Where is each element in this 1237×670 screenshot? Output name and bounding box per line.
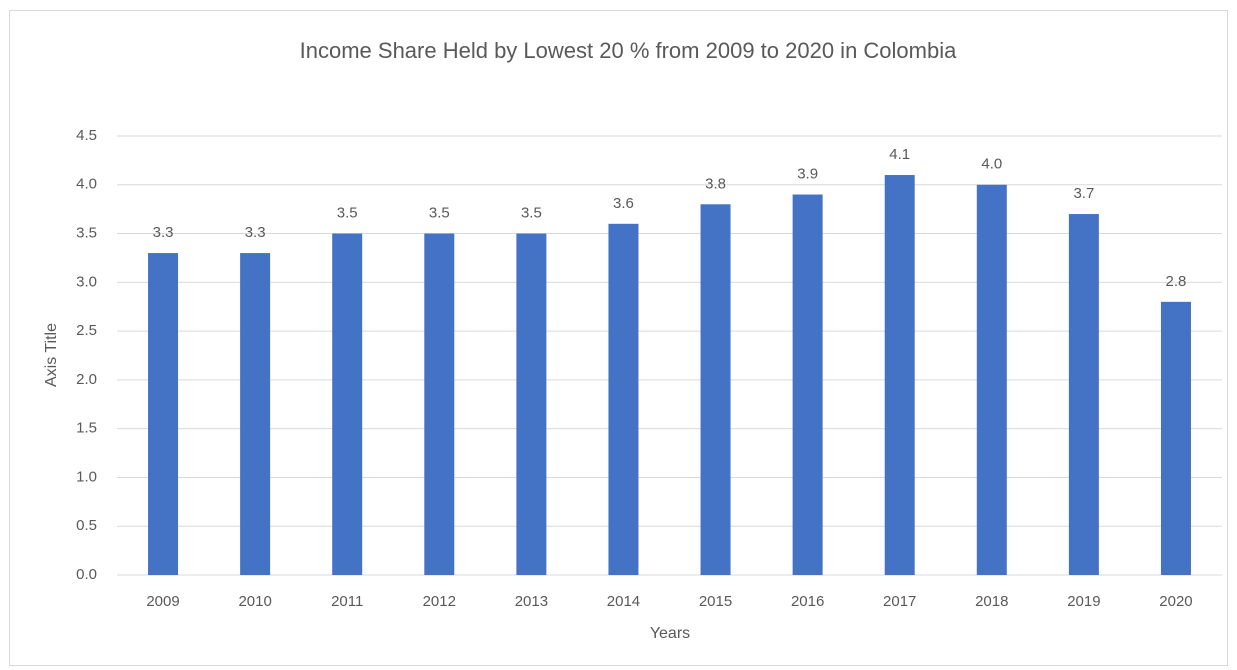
- value-label: 3.3: [245, 224, 266, 241]
- value-label: 4.0: [981, 156, 1002, 173]
- bar: [332, 233, 363, 576]
- chart-title: Income Share Held by Lowest 20 % from 20…: [300, 38, 957, 63]
- y-tick-label: 3.5: [76, 225, 97, 242]
- value-label: 3.5: [521, 205, 542, 222]
- bar: [700, 204, 731, 576]
- y-tick-label: 4.5: [76, 127, 97, 144]
- bar: [1160, 301, 1191, 575]
- x-tick-label: 2014: [607, 593, 640, 610]
- value-label: 2.8: [1166, 273, 1187, 290]
- x-tick-label: 2018: [975, 593, 1008, 610]
- bar: [424, 233, 455, 576]
- bar: [240, 253, 271, 576]
- y-tick-label: 3.0: [76, 273, 97, 290]
- x-tick-label: 2009: [146, 593, 179, 610]
- y-axis-label: Axis Title: [43, 323, 60, 387]
- x-tick-label: 2016: [791, 593, 824, 610]
- bar: [608, 223, 639, 576]
- bar: [884, 175, 915, 575]
- x-tick-label: 2011: [331, 593, 363, 610]
- value-label: 3.3: [153, 224, 174, 241]
- value-label: 3.8: [705, 175, 726, 192]
- x-axis-label: Years: [650, 625, 690, 642]
- x-tick-label: 2013: [515, 593, 548, 610]
- x-tick-label: 2020: [1159, 593, 1192, 610]
- bar: [792, 194, 823, 576]
- value-label: 4.1: [889, 146, 910, 163]
- value-label: 3.7: [1073, 185, 1094, 202]
- value-label: 3.5: [337, 205, 358, 222]
- y-tick-label: 0.0: [76, 566, 97, 583]
- x-tick-label: 2017: [883, 593, 916, 610]
- value-label: 3.9: [797, 166, 818, 183]
- bar: [516, 233, 547, 576]
- y-tick-label: 2.5: [76, 322, 97, 339]
- x-tick-label: 2019: [1067, 593, 1100, 610]
- y-tick-label: 2.0: [76, 371, 97, 388]
- bar: [148, 253, 179, 576]
- x-tick-label: 2012: [423, 593, 456, 610]
- y-tick-label: 0.5: [76, 517, 97, 534]
- y-tick-label: 1.0: [76, 468, 97, 485]
- x-tick-label: 2015: [699, 593, 732, 610]
- y-tick-label: 4.0: [76, 176, 97, 193]
- value-label: 3.6: [613, 195, 634, 212]
- y-tick-label: 1.5: [76, 420, 97, 437]
- bar: [976, 184, 1007, 575]
- bar: [1068, 214, 1099, 576]
- value-label: 3.5: [429, 205, 450, 222]
- x-tick-label: 2010: [238, 593, 271, 610]
